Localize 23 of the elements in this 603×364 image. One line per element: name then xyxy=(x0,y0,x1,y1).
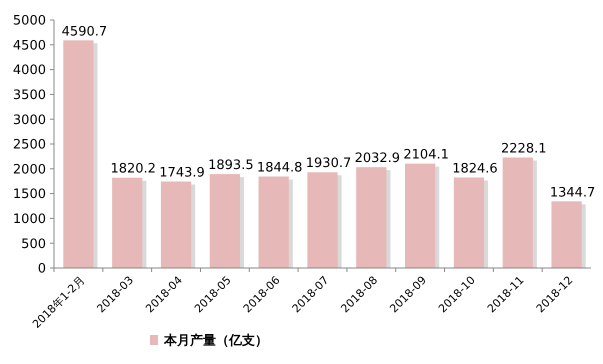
data-label: 1344.7 xyxy=(550,185,596,200)
y-tick-label: 2500 xyxy=(12,138,46,153)
data-label: 2104.1 xyxy=(403,148,449,163)
y-tick-label: 4500 xyxy=(12,38,46,54)
legend-label: 本月产量（亿支） xyxy=(163,332,268,349)
y-tick-label: 3500 xyxy=(12,88,46,103)
data-label: 1930.7 xyxy=(306,156,352,172)
y-tick-label: 500 xyxy=(21,236,46,252)
data-label: 1893.5 xyxy=(208,158,254,174)
y-tick-label: 0 xyxy=(38,262,46,277)
data-label: 1824.6 xyxy=(452,162,498,176)
data-label: 1820.2 xyxy=(110,162,156,177)
data-label: 1844.8 xyxy=(256,160,302,176)
y-tick-label: 1000 xyxy=(12,212,46,227)
y-tick-label: 4000 xyxy=(12,63,46,78)
y-tick-label: 1500 xyxy=(12,187,46,202)
data-label: 2032.9 xyxy=(354,151,400,166)
y-tick-label: 5000 xyxy=(12,14,46,29)
y-tick-label: 2000 xyxy=(12,162,46,178)
y-tick-label: 3000 xyxy=(12,112,46,128)
data-label: 4590.7 xyxy=(62,24,108,40)
data-label: 1743.9 xyxy=(159,166,205,181)
data-label: 2228.1 xyxy=(501,141,547,156)
